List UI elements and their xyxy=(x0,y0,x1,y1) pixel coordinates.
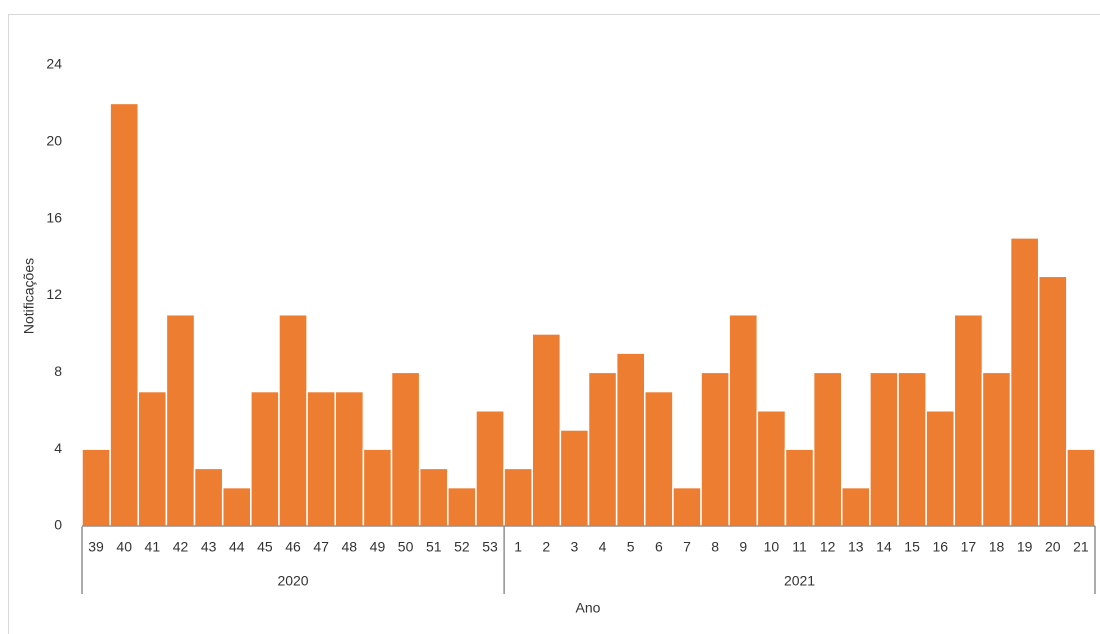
y-axis-label: Notificações xyxy=(21,258,37,334)
x-tick-label: 5 xyxy=(627,539,635,555)
bar xyxy=(250,390,280,527)
x-tick-label: 11 xyxy=(792,539,807,555)
x-tick-label: 40 xyxy=(116,539,132,555)
x-tick-label: 20 xyxy=(1045,539,1061,555)
bar xyxy=(841,486,871,527)
bar xyxy=(925,410,956,527)
bar xyxy=(447,486,477,527)
x-tick-label: 46 xyxy=(285,539,301,555)
bar xyxy=(531,333,562,527)
x-tick-label: 21 xyxy=(1073,539,1089,555)
x-tick-label: 50 xyxy=(398,539,414,555)
bar xyxy=(1009,237,1040,527)
x-tick-label: 9 xyxy=(739,539,747,555)
x-tick-label: 43 xyxy=(201,539,217,555)
y-tick-label: 0 xyxy=(54,517,62,533)
x-tick-label: 44 xyxy=(229,539,245,555)
bar xyxy=(559,429,590,527)
x-tick-label: 16 xyxy=(932,539,948,555)
bar xyxy=(81,448,111,527)
x-tick-label: 6 xyxy=(655,539,663,555)
y-tick-label: 16 xyxy=(46,209,62,225)
x-tick-label: 2 xyxy=(542,539,550,555)
bar xyxy=(869,371,899,527)
bar xyxy=(812,371,843,527)
bar xyxy=(334,390,365,527)
x-tick-label: 14 xyxy=(876,539,892,555)
x-tick-label: 13 xyxy=(848,539,864,555)
x-tick-label: 47 xyxy=(313,539,329,555)
x-tick-label: 17 xyxy=(961,539,977,555)
bar xyxy=(784,448,815,527)
x-tick-label: 12 xyxy=(820,539,836,555)
bar xyxy=(390,371,421,527)
bar xyxy=(897,371,927,527)
bar xyxy=(475,410,505,527)
x-axis-label: Ano xyxy=(576,600,601,616)
bar xyxy=(306,390,337,527)
y-tick-label: 8 xyxy=(54,363,62,379)
bar xyxy=(137,390,168,527)
x-tick-label: 19 xyxy=(1017,539,1033,555)
chart-frame xyxy=(8,14,1100,634)
bar xyxy=(756,410,787,527)
bar xyxy=(418,467,449,527)
x-tick-label: 7 xyxy=(683,539,691,555)
bar xyxy=(362,448,393,527)
bar xyxy=(109,102,140,527)
y-tick-label: 12 xyxy=(46,286,62,302)
bar xyxy=(1037,275,1068,527)
x-tick-label: 49 xyxy=(370,539,386,555)
x-tick-label: 52 xyxy=(454,539,470,555)
y-tick-label: 20 xyxy=(46,133,62,149)
x-tick-label: 41 xyxy=(145,539,161,555)
y-tick-label: 4 xyxy=(54,440,62,456)
x-tick-label: 15 xyxy=(904,539,920,555)
x-tick-label: 10 xyxy=(764,539,780,555)
group-label: 2021 xyxy=(784,573,815,589)
group-label: 2020 xyxy=(277,573,308,589)
x-tick-label: 18 xyxy=(989,539,1005,555)
bar xyxy=(587,371,618,527)
bar xyxy=(165,313,196,527)
bar xyxy=(700,371,730,527)
bar xyxy=(503,467,533,527)
x-tick-label: 42 xyxy=(173,539,189,555)
x-tick-label: 45 xyxy=(257,539,273,555)
x-tick-label: 4 xyxy=(599,539,607,555)
x-tick-label: 39 xyxy=(88,539,104,555)
x-tick-label: 3 xyxy=(571,539,579,555)
x-tick-label: 1 xyxy=(514,539,522,555)
x-tick-label: 51 xyxy=(426,539,442,555)
bar xyxy=(1066,448,1096,527)
x-tick-label: 48 xyxy=(342,539,358,555)
bar xyxy=(728,313,759,527)
y-tick-label: 24 xyxy=(46,56,62,72)
bar xyxy=(953,313,984,527)
bar xyxy=(193,467,224,527)
bar xyxy=(278,313,308,527)
bar xyxy=(644,390,674,527)
x-tick-label: 53 xyxy=(482,539,498,555)
bar xyxy=(221,486,252,527)
bar xyxy=(981,371,1012,527)
bar xyxy=(672,486,702,527)
bar xyxy=(615,352,646,527)
x-tick-label: 8 xyxy=(711,539,719,555)
